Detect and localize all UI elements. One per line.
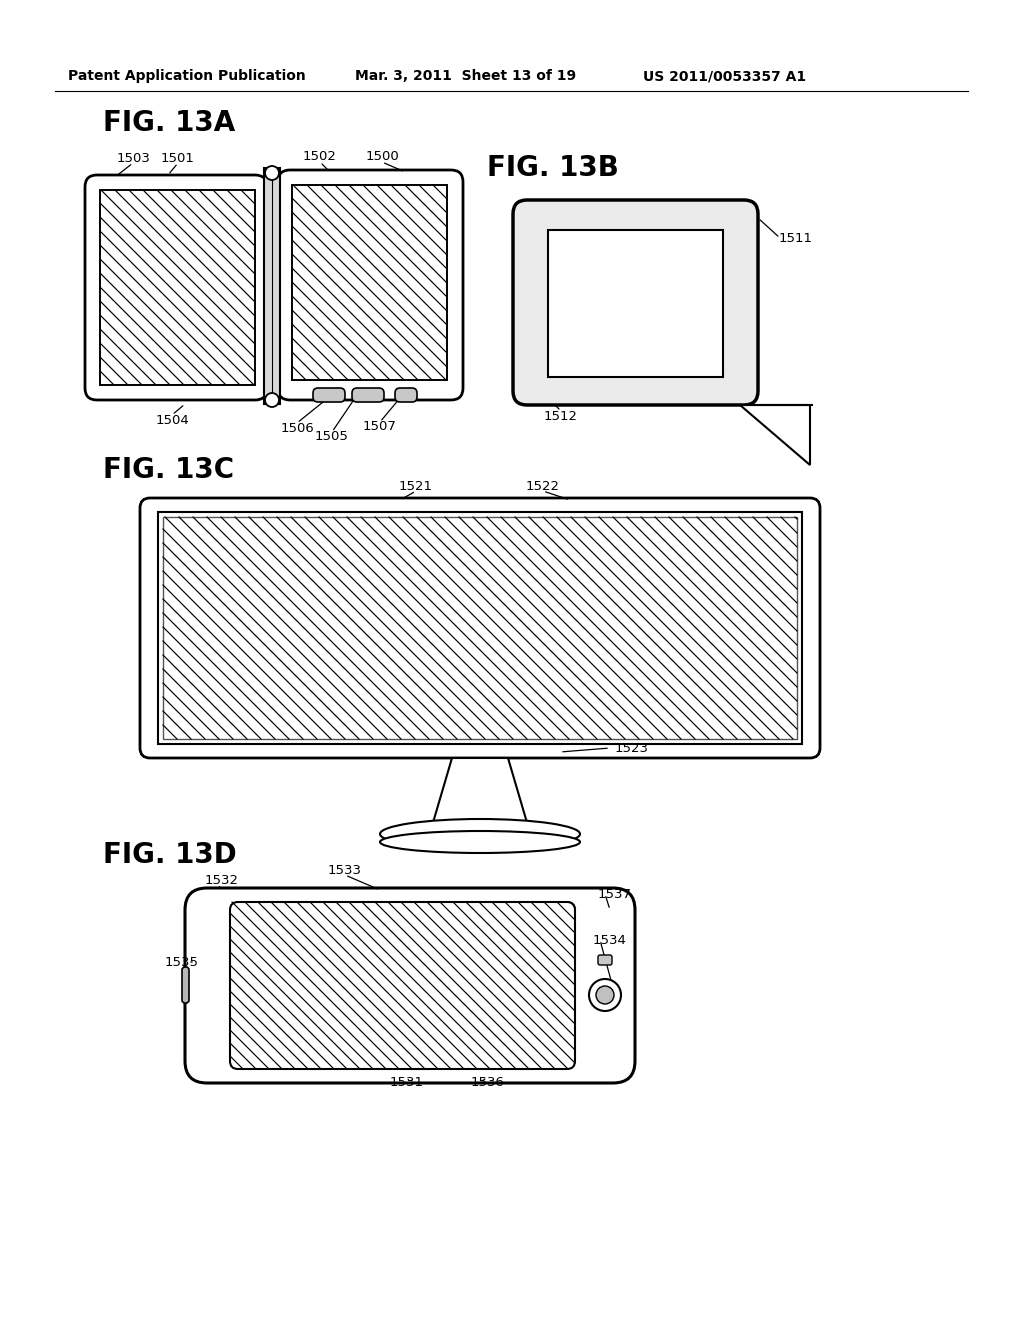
Text: 1507: 1507 bbox=[364, 421, 397, 433]
FancyBboxPatch shape bbox=[278, 170, 463, 400]
Text: 1506: 1506 bbox=[281, 421, 314, 434]
Text: Patent Application Publication: Patent Application Publication bbox=[68, 69, 306, 83]
Text: 1500: 1500 bbox=[366, 150, 399, 164]
Text: 1503: 1503 bbox=[116, 152, 150, 165]
FancyBboxPatch shape bbox=[185, 888, 635, 1082]
Polygon shape bbox=[740, 405, 810, 465]
Text: 1533: 1533 bbox=[328, 863, 362, 876]
Text: FIG. 13D: FIG. 13D bbox=[103, 841, 237, 869]
Bar bbox=[100, 190, 255, 385]
Text: 1502: 1502 bbox=[303, 150, 337, 164]
Polygon shape bbox=[432, 758, 528, 826]
Bar bbox=[292, 185, 447, 380]
FancyBboxPatch shape bbox=[352, 388, 384, 403]
Text: 1501: 1501 bbox=[161, 152, 195, 165]
Text: 1522: 1522 bbox=[526, 479, 560, 492]
Bar bbox=[158, 512, 802, 744]
FancyBboxPatch shape bbox=[313, 388, 345, 403]
Text: 1537: 1537 bbox=[598, 887, 632, 900]
Bar bbox=[163, 517, 797, 739]
FancyBboxPatch shape bbox=[598, 954, 612, 965]
Text: FIG. 13A: FIG. 13A bbox=[103, 110, 236, 137]
FancyBboxPatch shape bbox=[395, 388, 417, 403]
Text: 1536: 1536 bbox=[470, 1076, 504, 1089]
FancyBboxPatch shape bbox=[513, 201, 758, 405]
Text: US 2011/0053357 A1: US 2011/0053357 A1 bbox=[643, 69, 806, 83]
FancyBboxPatch shape bbox=[85, 176, 267, 400]
Text: 1531: 1531 bbox=[390, 1076, 424, 1089]
Circle shape bbox=[265, 393, 279, 407]
Circle shape bbox=[596, 986, 614, 1005]
FancyBboxPatch shape bbox=[230, 902, 575, 1069]
FancyBboxPatch shape bbox=[182, 968, 189, 1003]
Text: 1534: 1534 bbox=[593, 933, 627, 946]
Text: 1523: 1523 bbox=[615, 742, 649, 755]
Text: FIG. 13C: FIG. 13C bbox=[103, 455, 234, 484]
Text: 1504: 1504 bbox=[155, 413, 188, 426]
Text: 1511: 1511 bbox=[779, 231, 813, 244]
Ellipse shape bbox=[380, 832, 580, 853]
Bar bbox=[264, 168, 280, 404]
Bar bbox=[548, 230, 723, 378]
Ellipse shape bbox=[380, 818, 580, 849]
Text: Mar. 3, 2011  Sheet 13 of 19: Mar. 3, 2011 Sheet 13 of 19 bbox=[355, 69, 577, 83]
Text: 1505: 1505 bbox=[315, 430, 349, 444]
FancyBboxPatch shape bbox=[140, 498, 820, 758]
Text: 1512: 1512 bbox=[544, 409, 578, 422]
Text: FIG. 13B: FIG. 13B bbox=[487, 154, 618, 182]
Text: 1521: 1521 bbox=[399, 479, 433, 492]
Text: 1532: 1532 bbox=[205, 874, 239, 887]
Circle shape bbox=[265, 166, 279, 180]
Text: 1535: 1535 bbox=[165, 956, 199, 969]
Circle shape bbox=[589, 979, 621, 1011]
